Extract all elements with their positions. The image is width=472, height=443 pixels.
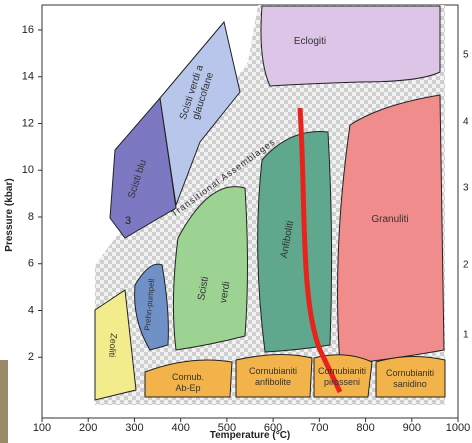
y-tick-label: 12 bbox=[22, 117, 34, 129]
anfiboliti bbox=[258, 132, 332, 352]
right-tick-label: 5 bbox=[463, 50, 469, 61]
y-tick-label: 2 bbox=[28, 351, 34, 363]
x-tick-label: 900 bbox=[403, 422, 421, 434]
right-tick-label: 4 bbox=[463, 117, 469, 128]
y-tick-label: 8 bbox=[28, 211, 34, 223]
region-label: Eclogiti bbox=[294, 36, 326, 47]
granuliti bbox=[338, 95, 444, 365]
x-tick-label: 300 bbox=[125, 422, 143, 434]
right-tick-label: 3 bbox=[463, 183, 469, 194]
x-tick-label: 800 bbox=[356, 422, 374, 434]
y-tick-label: 10 bbox=[22, 164, 34, 176]
y-tick-label: 6 bbox=[28, 258, 34, 270]
y-axis-label: Pressure (kbar) bbox=[4, 178, 15, 251]
y-tick-label: 4 bbox=[28, 304, 34, 316]
region-label: Granuliti bbox=[371, 214, 408, 225]
marker: 3 bbox=[125, 215, 131, 227]
right-tick-label: 1 bbox=[463, 330, 469, 341]
x-tick-label: 200 bbox=[79, 422, 97, 434]
x-tick-label: 400 bbox=[171, 422, 189, 434]
y-tick-label: 16 bbox=[22, 24, 34, 36]
y-tick-label: 14 bbox=[22, 71, 34, 83]
x-tick-label: 700 bbox=[310, 422, 328, 434]
region-label: Cornub.Ab-Ep bbox=[172, 372, 204, 393]
photo-edge bbox=[0, 360, 8, 443]
right-tick-label: 2 bbox=[463, 260, 469, 271]
eclogiti bbox=[261, 6, 440, 86]
facies-diagram: Eclogiti Scisti verdi aglaucofane Scisti… bbox=[0, 0, 472, 443]
x-tick-label: 600 bbox=[264, 422, 282, 434]
x-tick-label: 1000 bbox=[446, 422, 470, 434]
x-tick-label: 100 bbox=[33, 422, 51, 434]
region-label: Zeoliti bbox=[107, 333, 119, 358]
x-tick-label: 500 bbox=[218, 422, 236, 434]
